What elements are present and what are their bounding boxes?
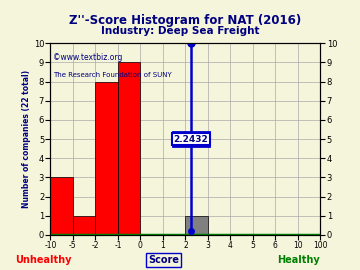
Bar: [118, 62, 140, 235]
Text: Unhealthy: Unhealthy: [15, 255, 71, 265]
Text: The Research Foundation of SUNY: The Research Foundation of SUNY: [53, 72, 172, 78]
Text: 2.2432: 2.2432: [174, 134, 208, 144]
Text: Score: Score: [148, 255, 179, 265]
Title: Z''-Score Histogram for NAT (2016): Z''-Score Histogram for NAT (2016): [69, 14, 302, 27]
Bar: [185, 216, 208, 235]
Bar: [73, 216, 95, 235]
Y-axis label: Number of companies (22 total): Number of companies (22 total): [22, 70, 31, 208]
Bar: [50, 177, 73, 235]
Bar: [95, 82, 118, 235]
Text: Industry: Deep Sea Freight: Industry: Deep Sea Freight: [101, 26, 259, 36]
Text: Healthy: Healthy: [278, 255, 320, 265]
Text: ©www.textbiz.org: ©www.textbiz.org: [53, 53, 122, 62]
